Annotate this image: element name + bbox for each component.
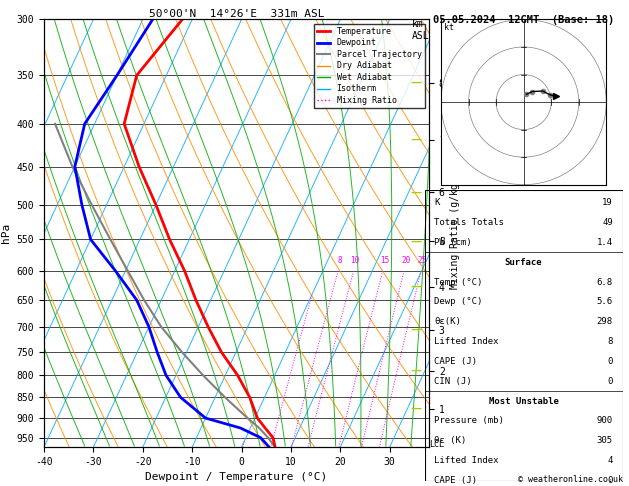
Text: 1.4: 1.4 <box>597 238 613 247</box>
Text: K: K <box>435 198 440 208</box>
Text: 6.8: 6.8 <box>597 278 613 287</box>
Y-axis label: Mixing Ratio (g/kg): Mixing Ratio (g/kg) <box>450 177 460 289</box>
Text: 0: 0 <box>608 377 613 386</box>
Text: km
ASL: km ASL <box>412 19 430 41</box>
Text: 0: 0 <box>608 357 613 366</box>
Y-axis label: hPa: hPa <box>1 223 11 243</box>
Text: 4: 4 <box>608 456 613 465</box>
Text: 15: 15 <box>380 256 389 265</box>
Text: Most Unstable: Most Unstable <box>489 397 559 406</box>
Text: 25: 25 <box>418 256 427 265</box>
Text: 8: 8 <box>608 337 613 346</box>
Legend: Temperature, Dewpoint, Parcel Trajectory, Dry Adiabat, Wet Adiabat, Isotherm, Mi: Temperature, Dewpoint, Parcel Trajectory… <box>314 24 425 108</box>
Text: CAPE (J): CAPE (J) <box>435 357 477 366</box>
Text: —: — <box>411 404 422 414</box>
Text: Surface: Surface <box>505 258 542 267</box>
Text: 05.05.2024  12GMT  (Base: 18): 05.05.2024 12GMT (Base: 18) <box>433 15 615 25</box>
Text: kt: kt <box>444 23 454 32</box>
Text: 10: 10 <box>350 256 360 265</box>
Text: 900: 900 <box>597 417 613 425</box>
Text: —: — <box>411 366 422 376</box>
Text: θε (K): θε (K) <box>435 436 467 445</box>
Text: Lifted Index: Lifted Index <box>435 456 499 465</box>
Text: —: — <box>411 78 422 87</box>
Text: 49: 49 <box>602 218 613 227</box>
Text: Lifted Index: Lifted Index <box>435 337 499 346</box>
Text: Temp (°C): Temp (°C) <box>435 278 483 287</box>
Text: 305: 305 <box>597 436 613 445</box>
Text: CIN (J): CIN (J) <box>435 377 472 386</box>
Text: 298: 298 <box>597 317 613 326</box>
Text: —: — <box>411 187 422 197</box>
Text: Pressure (mb): Pressure (mb) <box>435 417 504 425</box>
X-axis label: Dewpoint / Temperature (°C): Dewpoint / Temperature (°C) <box>145 472 328 483</box>
Text: Dewp (°C): Dewp (°C) <box>435 297 483 307</box>
Text: PW (cm): PW (cm) <box>435 238 472 247</box>
Text: © weatheronline.co.uk: © weatheronline.co.uk <box>518 474 623 484</box>
Text: 0: 0 <box>608 476 613 485</box>
Text: —: — <box>411 135 422 145</box>
Text: Totals Totals: Totals Totals <box>435 218 504 227</box>
Text: —: — <box>411 325 422 335</box>
Text: CAPE (J): CAPE (J) <box>435 476 477 485</box>
Text: 20: 20 <box>401 256 410 265</box>
Text: θε(K): θε(K) <box>435 317 461 326</box>
Text: 19: 19 <box>602 198 613 208</box>
Text: 5.6: 5.6 <box>597 297 613 307</box>
Text: —: — <box>411 236 422 246</box>
Text: LCL: LCL <box>429 440 444 449</box>
Text: 8: 8 <box>337 256 342 265</box>
Text: —: — <box>411 282 422 292</box>
Title: 50°00'N  14°26'E  331m ASL: 50°00'N 14°26'E 331m ASL <box>149 9 325 18</box>
